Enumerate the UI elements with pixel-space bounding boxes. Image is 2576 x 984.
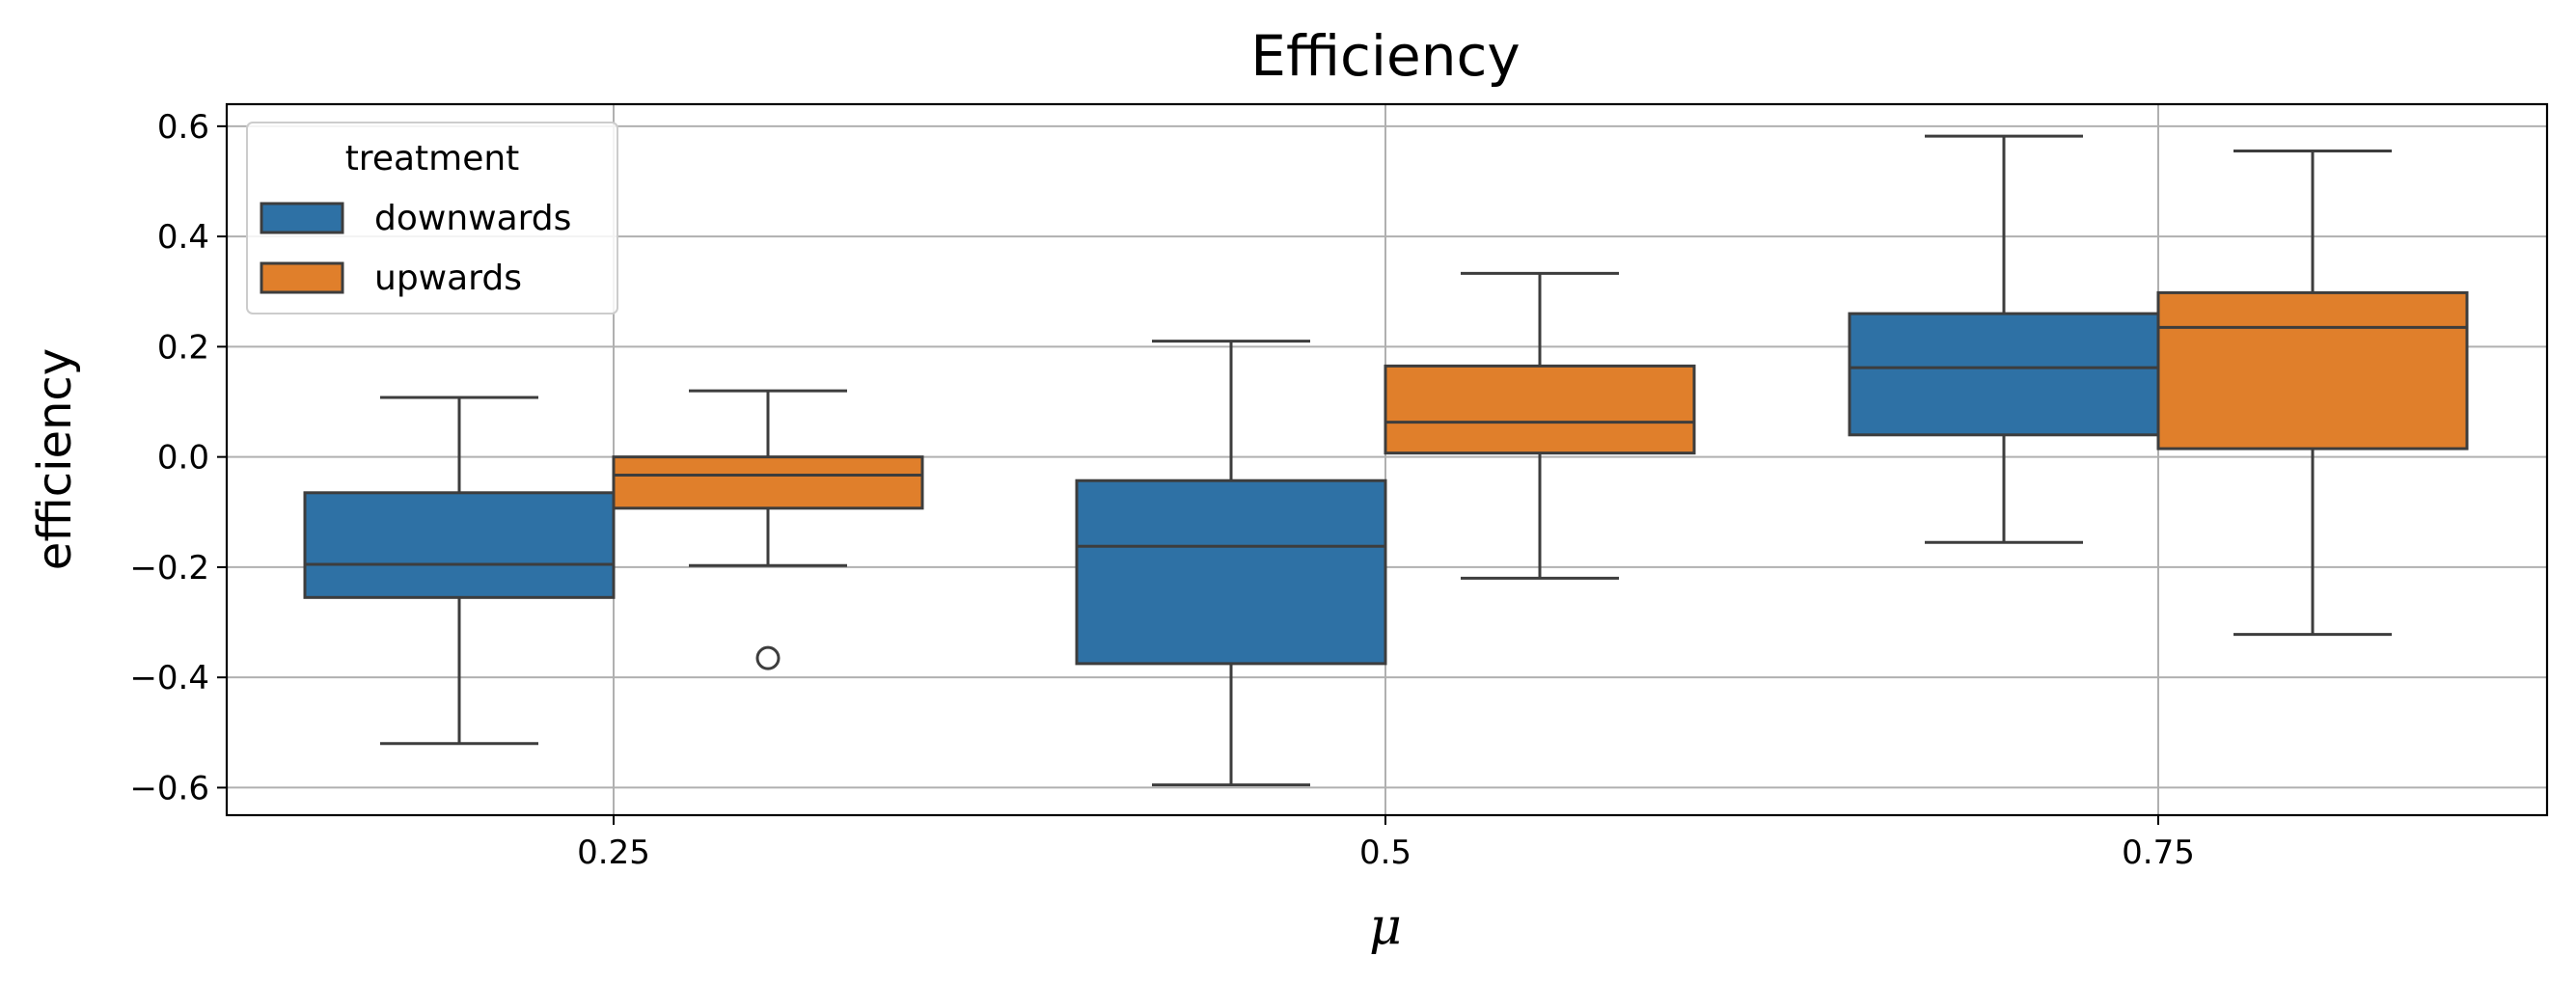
legend: treatment downwards upwards	[246, 122, 618, 314]
y-tick-label: −0.6	[129, 769, 209, 807]
axis-ticks: −0.6 −0.4 −0.2 0.0 0.2 0.4 0.6 0.25 0.5 0.75	[129, 108, 2194, 872]
y-axis-label: efficiency	[28, 348, 82, 570]
legend-label-upwards: upwards	[374, 259, 522, 298]
outlier-point	[755, 645, 781, 670]
plot-frame	[225, 102, 2549, 817]
x-axis-label: μ	[1369, 898, 1402, 956]
legend-label-downwards: downwards	[374, 199, 571, 238]
legend-swatch-upwards	[260, 261, 344, 294]
y-tick-label: 0.6	[157, 108, 209, 147]
y-tick-label: −0.4	[129, 659, 209, 697]
box-downwards-0.75	[1848, 134, 2160, 544]
plot-area	[303, 134, 2469, 787]
box-body	[2156, 290, 2469, 451]
y-tick-label: 0.4	[157, 218, 209, 257]
box-body	[303, 491, 616, 599]
box-body	[1384, 364, 1696, 455]
chart-title: Efficiency	[1250, 23, 1520, 89]
x-tick-label: 0.25	[577, 834, 650, 872]
box-downwards-0.25	[303, 396, 616, 746]
x-tick-label: 0.5	[1359, 834, 1411, 872]
box-body	[612, 455, 924, 510]
box-upwards-0.5	[1384, 271, 1696, 580]
box-body	[1075, 478, 1387, 666]
box-downwards-0.5	[1075, 340, 1387, 787]
y-tick-label: 0.2	[157, 328, 209, 367]
x-tick-label: 0.75	[2122, 834, 2195, 872]
y-tick-label: 0.0	[157, 439, 209, 478]
box-upwards-0.25	[612, 389, 924, 670]
legend-title: treatment	[345, 139, 520, 178]
legend-swatch-downwards	[260, 202, 344, 234]
box-body	[1848, 312, 2160, 437]
box-upwards-0.75	[2156, 150, 2469, 637]
y-tick-label: −0.2	[129, 549, 209, 588]
